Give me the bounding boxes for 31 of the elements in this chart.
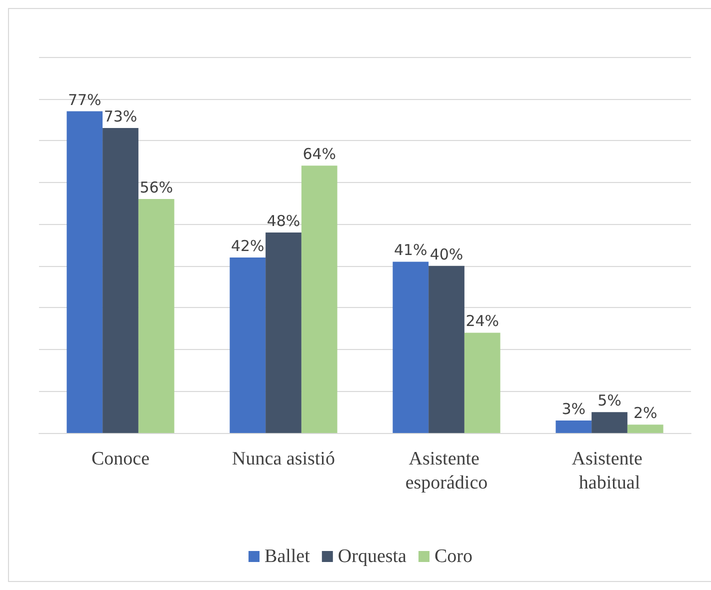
legend-label: Ballet [264, 546, 311, 567]
bar [556, 420, 592, 433]
bar [301, 166, 338, 433]
x-tick-label: Asistente habitual [572, 448, 648, 494]
bar [102, 128, 138, 433]
legend-label: Coro [434, 546, 472, 567]
data-label: 41% [394, 241, 428, 260]
data-label: 40% [430, 245, 464, 264]
data-label: 48% [266, 212, 300, 230]
bar [592, 412, 628, 433]
bar [66, 111, 103, 433]
bar [428, 266, 464, 433]
bar [392, 262, 429, 433]
bar [627, 424, 664, 433]
data-label: 42% [230, 237, 264, 256]
bar [464, 332, 500, 433]
data-label: 77% [68, 90, 102, 109]
data-label: 5% [598, 392, 622, 410]
legend-label: Orquesta [338, 546, 408, 567]
x-tick-label: Conoce [91, 448, 150, 470]
data-label: 3% [562, 400, 586, 418]
x-tick-label: Nunca asistió [232, 448, 335, 470]
data-label: 24% [466, 312, 500, 330]
bar [266, 232, 302, 433]
bar [230, 258, 266, 433]
data-label: 64% [302, 145, 336, 164]
data-label: 73% [104, 108, 138, 126]
data-label: 56% [140, 178, 174, 197]
bar [138, 199, 174, 433]
x-tick-label: Asistente esporádico [405, 448, 488, 494]
data-label: 2% [633, 404, 658, 422]
